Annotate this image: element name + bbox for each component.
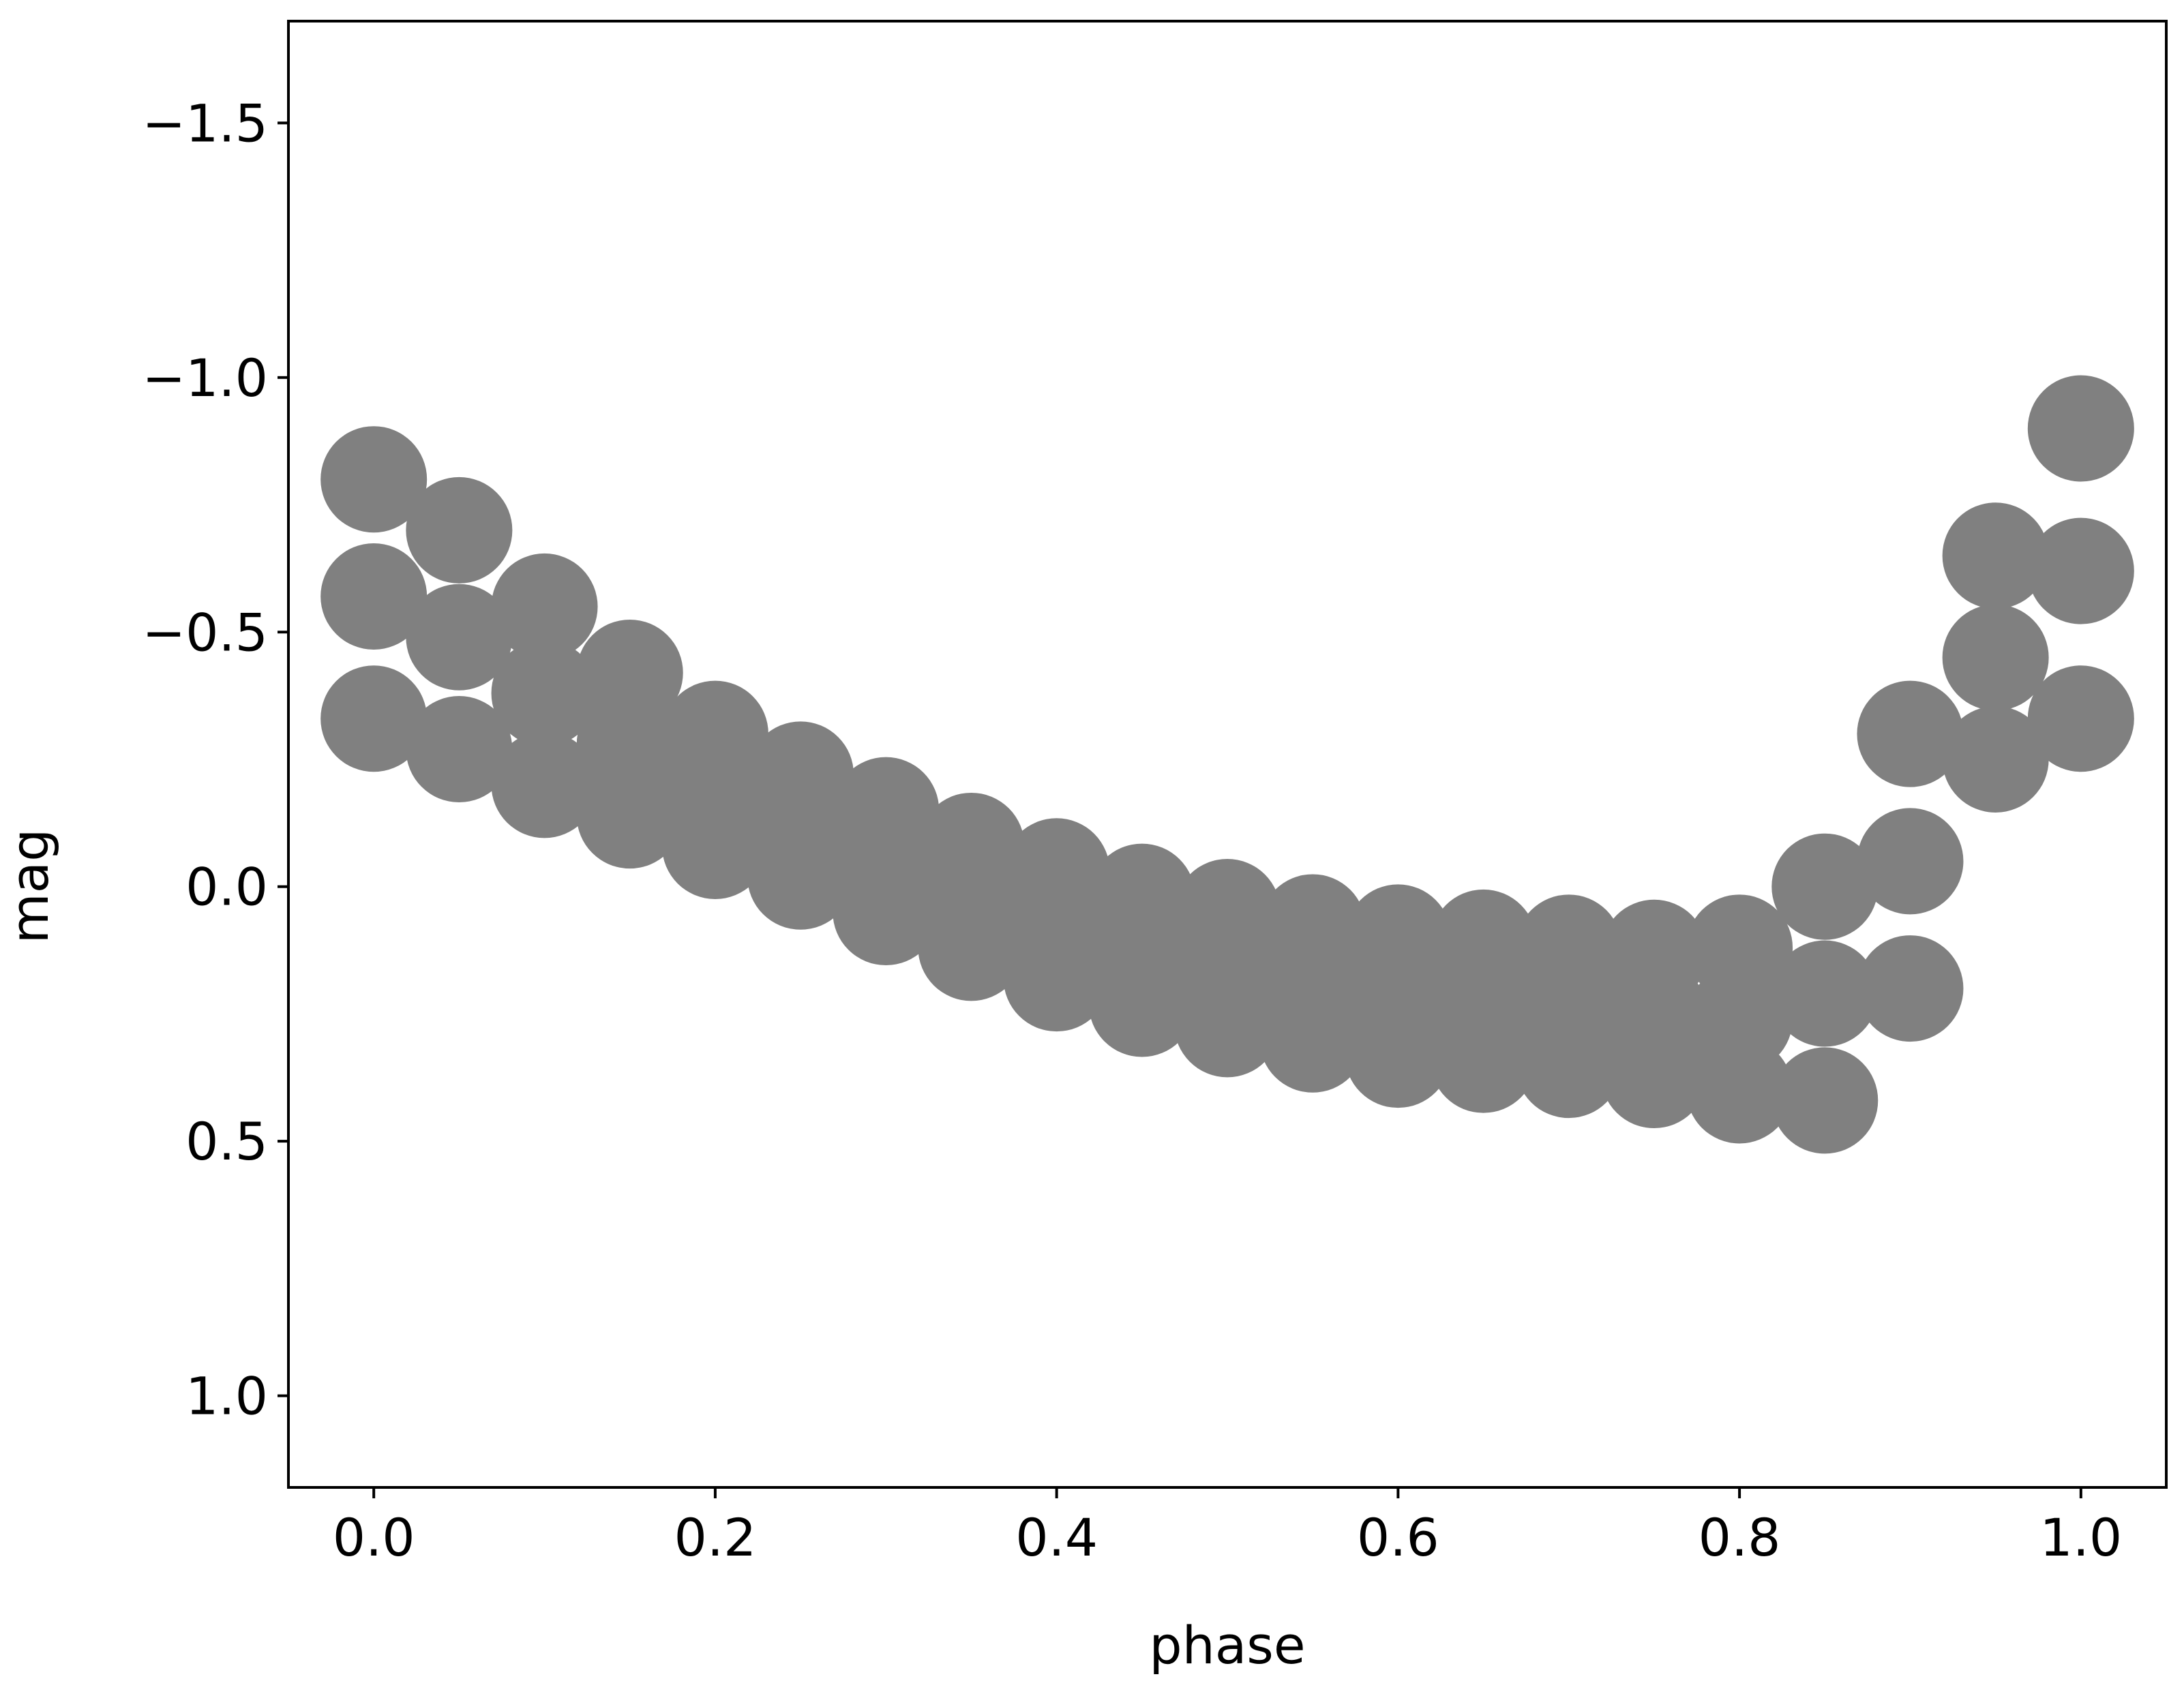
point xyxy=(1259,986,1366,1093)
point xyxy=(1942,502,2049,609)
point xyxy=(576,762,683,869)
x-axis-label: phase xyxy=(1149,1615,1305,1676)
point xyxy=(747,823,854,930)
point xyxy=(833,859,940,966)
point xyxy=(1345,1001,1452,1108)
point xyxy=(1174,971,1281,1078)
point xyxy=(1771,833,1879,940)
y-tick-label: −1.0 xyxy=(142,348,268,408)
point xyxy=(661,792,768,899)
x-tick-label: 0.0 xyxy=(333,1507,415,1568)
point xyxy=(1686,1037,1793,1144)
point xyxy=(1771,1047,1879,1154)
x-tick-label: 0.6 xyxy=(1357,1507,1439,1568)
point xyxy=(1942,706,2049,813)
point xyxy=(1430,1006,1537,1113)
y-tick-label: −0.5 xyxy=(142,602,268,663)
point xyxy=(320,426,428,533)
point xyxy=(1088,950,1195,1057)
point xyxy=(1857,680,1964,787)
y-tick-label: 1.0 xyxy=(185,1366,268,1427)
point xyxy=(918,894,1025,1001)
x-tick-label: 0.4 xyxy=(1015,1507,1098,1568)
y-axis-label: mag xyxy=(0,829,60,944)
point xyxy=(491,639,598,746)
point xyxy=(2027,375,2134,482)
point xyxy=(1003,925,1110,1032)
point xyxy=(1600,1022,1707,1129)
point xyxy=(406,584,513,691)
point xyxy=(1515,1012,1622,1119)
plot-frame xyxy=(287,20,2168,1489)
points xyxy=(320,375,2134,1154)
point xyxy=(2027,517,2134,624)
point xyxy=(1771,940,1879,1047)
point xyxy=(491,553,598,660)
point xyxy=(1942,604,2049,711)
point xyxy=(2027,665,2134,772)
point xyxy=(1857,935,1964,1042)
point xyxy=(320,543,428,650)
y-tick-label: 0.5 xyxy=(185,1111,268,1172)
y-tick-label: −1.5 xyxy=(142,93,268,153)
point xyxy=(320,665,428,772)
x-tick-label: 0.8 xyxy=(1699,1507,1781,1568)
x-tick-label: 0.2 xyxy=(674,1507,756,1568)
x-tick-label: 1.0 xyxy=(2039,1507,2122,1568)
y-tick-label: 0.0 xyxy=(185,857,268,918)
point xyxy=(491,731,598,838)
point xyxy=(406,476,513,584)
point xyxy=(406,696,513,803)
point xyxy=(1857,808,1964,915)
